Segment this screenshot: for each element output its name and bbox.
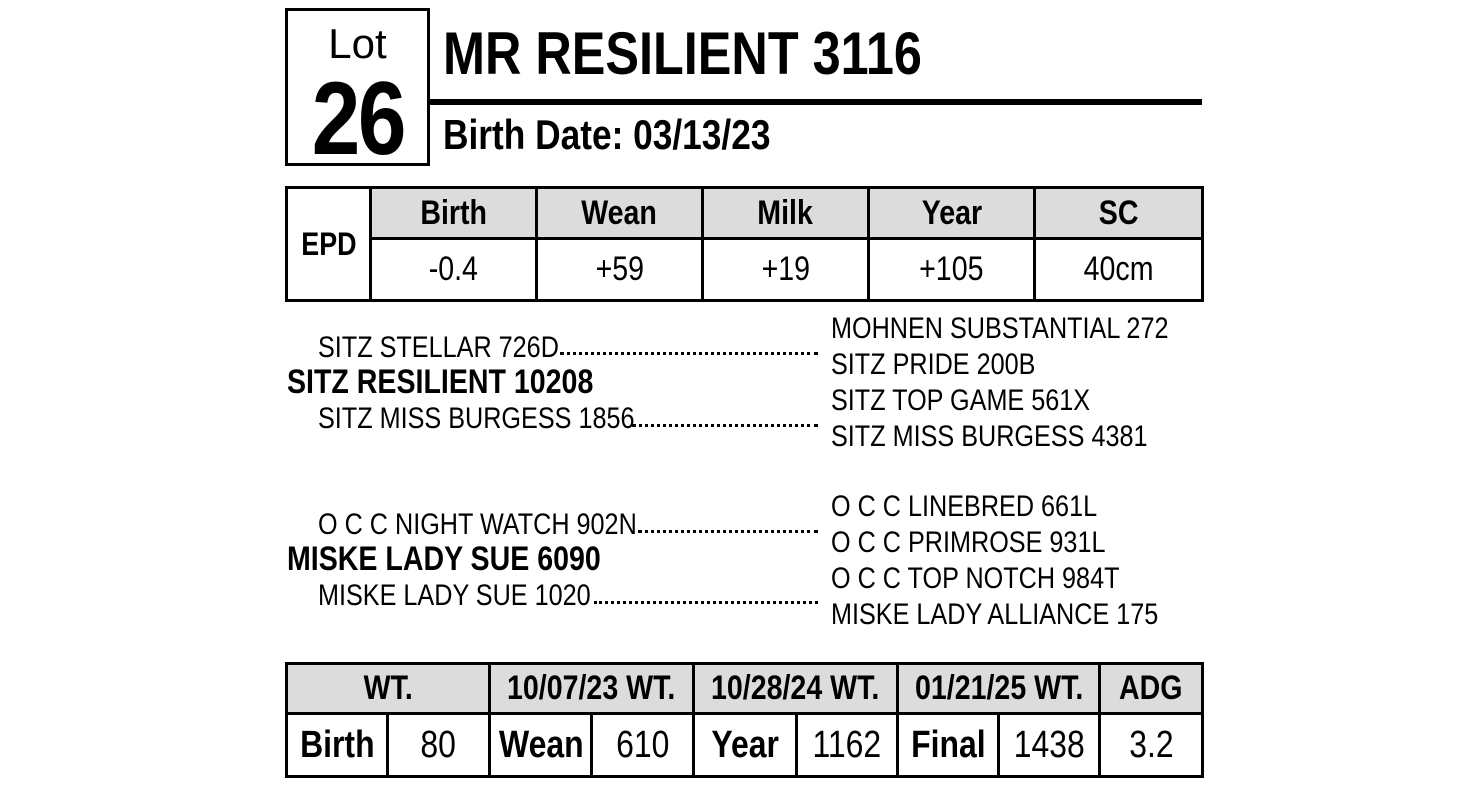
weights-table: WT. 10/07/23 WT. 10/28/24 WT. 01/21/25 W… (284, 662, 1205, 778)
weight-value: 610 (590, 712, 696, 778)
weights-header: 01/21/25 WT. (896, 662, 1102, 715)
adg-value: 3.2 (1098, 712, 1205, 778)
epd-value: +59 (535, 237, 704, 302)
weight-value: 80 (385, 712, 492, 778)
pedigree-connector (638, 530, 818, 533)
pedigree-grand: MOHNEN SUBSTANTIAL 272 (831, 312, 1169, 345)
lot-number: 26 (288, 67, 427, 171)
pedigree-grand: SITZ TOP GAME 561X (831, 384, 1091, 417)
pedigree-dam: MISKE LADY SUE 6090 (287, 540, 601, 578)
weight-value: 1162 (795, 712, 900, 778)
epd-header: Birth (369, 186, 538, 240)
epd-header: Year (867, 186, 1036, 240)
epd-value: 40cm (1033, 237, 1204, 302)
birth-date: Birth Date: 03/13/23 (443, 112, 833, 158)
pedigree-dam-dam: MISKE LADY SUE 1020 (318, 579, 591, 612)
pedigree-connector (632, 424, 818, 427)
epd-value: -0.4 (369, 237, 538, 302)
weight-label: Final (896, 712, 1001, 778)
epd-label: EPD (285, 186, 372, 302)
weights-header: 10/28/24 WT. (692, 662, 900, 715)
weight-label: Year (692, 712, 799, 778)
pedigree-connector (560, 352, 818, 355)
animal-name-text: MR RESILIENT 3116 (443, 20, 922, 87)
weights-header: ADG (1098, 662, 1205, 715)
pedigree-sire-dam: SITZ MISS BURGESS 1856 (318, 402, 635, 435)
birth-date-text: Birth Date: 03/13/23 (443, 111, 771, 158)
weights-header: WT. (284, 662, 492, 715)
weights-header: 10/07/23 WT. (488, 662, 696, 715)
lot-box: Lot 26 (285, 8, 430, 171)
pedigree-sire-sire: SITZ STELLAR 726D (318, 331, 559, 364)
epd-header: Wean (535, 186, 704, 240)
animal-name: MR RESILIENT 3116 (443, 22, 1013, 86)
title-rule (430, 99, 1202, 105)
lot-number-text: 26 (311, 61, 406, 177)
weight-value: 1438 (997, 712, 1102, 778)
epd-header: Milk (701, 186, 870, 240)
epd-value: +105 (867, 237, 1036, 302)
weight-label: Wean (488, 712, 594, 778)
pedigree-grand: SITZ MISS BURGESS 4381 (831, 420, 1148, 453)
pedigree-dam-sire: O C C NIGHT WATCH 902N (318, 508, 637, 541)
pedigree-grand: O C C TOP NOTCH 984T (831, 562, 1120, 595)
epd-value: +19 (701, 237, 870, 302)
pedigree-connector (594, 601, 818, 604)
pedigree-grand: MISKE LADY ALLIANCE 175 (831, 598, 1159, 631)
pedigree-grand: SITZ PRIDE 200B (831, 348, 1036, 381)
epd-header: SC (1033, 186, 1204, 240)
pedigree-sire: SITZ RESILIENT 10208 (287, 363, 594, 401)
weight-label: Birth (285, 712, 389, 778)
epd-table: EPD Birth Wean Milk Year SC -0.4 +59 +19… (285, 186, 1204, 302)
lot-label: Lot (328, 20, 387, 67)
pedigree-grand: O C C PRIMROSE 931L (831, 526, 1106, 559)
pedigree-grand: O C C LINEBRED 661L (831, 490, 1098, 523)
